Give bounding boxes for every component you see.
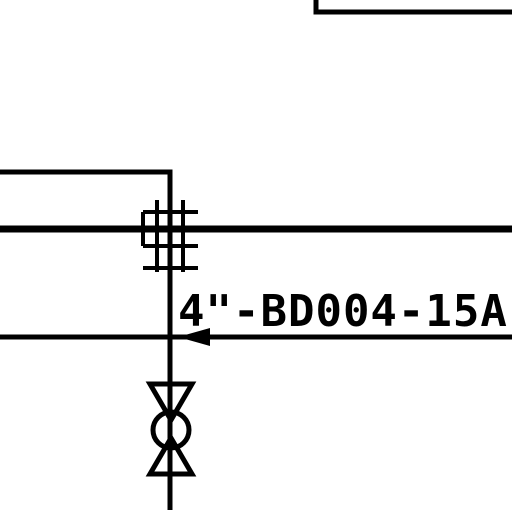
globe-valve-icon: [145, 381, 197, 477]
tie-in-crossing-icon: [141, 200, 198, 272]
flow-arrow-icon: [178, 328, 210, 346]
title-block-border: [313, 0, 512, 15]
line-tag-label: 4"-BD004-15A-: [178, 286, 512, 337]
upper-branch-pipe: [0, 169, 173, 510]
